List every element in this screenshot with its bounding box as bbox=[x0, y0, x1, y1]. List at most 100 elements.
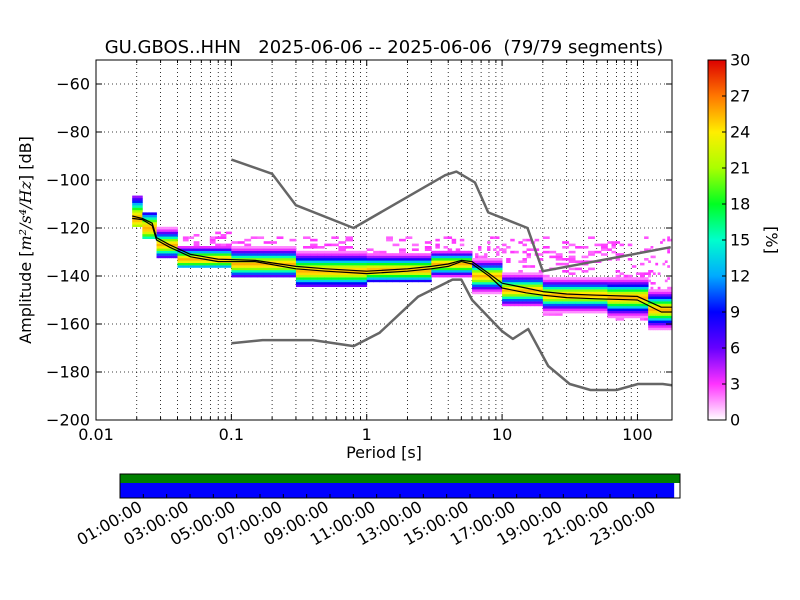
density-cell bbox=[164, 236, 168, 239]
density-cell bbox=[667, 313, 671, 316]
density-cell bbox=[424, 274, 432, 278]
density-cell bbox=[594, 277, 602, 280]
density-cell bbox=[655, 327, 659, 331]
density-cell bbox=[518, 277, 523, 280]
density-cell bbox=[652, 291, 656, 295]
density-cell bbox=[139, 210, 141, 213]
density-cell bbox=[623, 294, 629, 297]
density-cell bbox=[657, 289, 661, 292]
density-cell bbox=[534, 282, 540, 285]
density-cell bbox=[379, 277, 387, 280]
density-cell bbox=[270, 267, 277, 271]
density-cell bbox=[418, 267, 426, 271]
density-cell bbox=[295, 250, 304, 254]
density-cell bbox=[496, 262, 500, 266]
density-cell bbox=[496, 274, 500, 278]
density-cell bbox=[352, 260, 361, 263]
density-cell bbox=[562, 284, 570, 287]
density-cell bbox=[435, 246, 440, 249]
density-cell bbox=[303, 284, 311, 287]
density-cell bbox=[555, 258, 563, 261]
density-cell bbox=[655, 301, 659, 304]
statistic-line bbox=[132, 215, 672, 308]
density-cell bbox=[648, 325, 651, 328]
density-cell bbox=[542, 289, 550, 292]
density-cell bbox=[510, 296, 515, 299]
density-cell bbox=[600, 289, 608, 292]
density-cell bbox=[295, 258, 304, 261]
density-cell bbox=[472, 282, 476, 285]
density-cell bbox=[257, 270, 265, 273]
density-cell bbox=[594, 284, 602, 287]
density-cell bbox=[648, 303, 651, 307]
density-cell bbox=[138, 212, 140, 215]
density-cell bbox=[600, 310, 608, 314]
density-cell bbox=[133, 202, 135, 206]
density-cell bbox=[631, 310, 637, 314]
density-cell bbox=[379, 265, 387, 268]
density-cell bbox=[518, 291, 523, 295]
density-cell bbox=[373, 262, 381, 266]
density-cell bbox=[220, 246, 227, 249]
density-cell bbox=[411, 255, 419, 259]
density-cell bbox=[568, 289, 576, 292]
density-cell bbox=[270, 265, 277, 268]
density-cell bbox=[142, 224, 145, 227]
density-cell bbox=[411, 267, 419, 271]
density-cell bbox=[175, 250, 178, 254]
density-cell bbox=[499, 262, 503, 266]
density-cell bbox=[487, 260, 491, 263]
density-cell bbox=[669, 238, 672, 242]
density-cell bbox=[317, 272, 325, 275]
density-cell bbox=[627, 303, 633, 307]
density-cell bbox=[244, 248, 252, 251]
density-cell bbox=[662, 327, 666, 331]
density-cell bbox=[173, 255, 176, 259]
density-cell bbox=[475, 277, 479, 280]
density-cell bbox=[487, 248, 491, 251]
density-cell bbox=[472, 291, 476, 295]
density-cell bbox=[506, 258, 511, 261]
density-cell bbox=[607, 301, 612, 304]
density-cell bbox=[345, 274, 353, 278]
density-cell bbox=[310, 238, 318, 242]
density-cell bbox=[472, 279, 476, 283]
density-cell bbox=[324, 284, 332, 287]
density-cell bbox=[237, 272, 245, 275]
density-cell bbox=[660, 308, 663, 311]
density-cell bbox=[237, 274, 245, 278]
density-cell bbox=[188, 246, 195, 249]
density-cell bbox=[657, 301, 661, 304]
density-cell bbox=[662, 318, 666, 321]
density-cell bbox=[600, 246, 608, 249]
density-cell bbox=[158, 236, 162, 239]
density-cell bbox=[478, 279, 482, 283]
density-cell bbox=[510, 298, 515, 302]
density-cell bbox=[188, 248, 195, 251]
density-cell bbox=[499, 289, 503, 292]
x-tick-label: 0.1 bbox=[219, 425, 244, 444]
density-cell bbox=[538, 298, 544, 302]
density-cell bbox=[447, 272, 453, 275]
density-cell bbox=[209, 260, 216, 263]
density-cell bbox=[496, 277, 500, 280]
density-cell bbox=[152, 212, 155, 215]
density-cell bbox=[594, 310, 602, 314]
density-cell bbox=[289, 272, 297, 275]
density-cell bbox=[366, 262, 374, 266]
density-cell bbox=[530, 294, 536, 297]
density-cell bbox=[225, 243, 232, 247]
density-cell bbox=[475, 272, 479, 275]
density-cell bbox=[352, 265, 361, 268]
density-cell bbox=[137, 202, 139, 206]
density-cell bbox=[167, 243, 170, 247]
density-cell bbox=[177, 262, 184, 266]
density-cell bbox=[175, 241, 178, 244]
density-cell bbox=[133, 219, 135, 223]
density-cell bbox=[158, 243, 162, 247]
density-cell bbox=[581, 277, 589, 280]
density-cell bbox=[490, 258, 494, 261]
density-cell bbox=[156, 241, 160, 244]
density-cell bbox=[611, 310, 616, 314]
density-cell bbox=[324, 258, 332, 261]
